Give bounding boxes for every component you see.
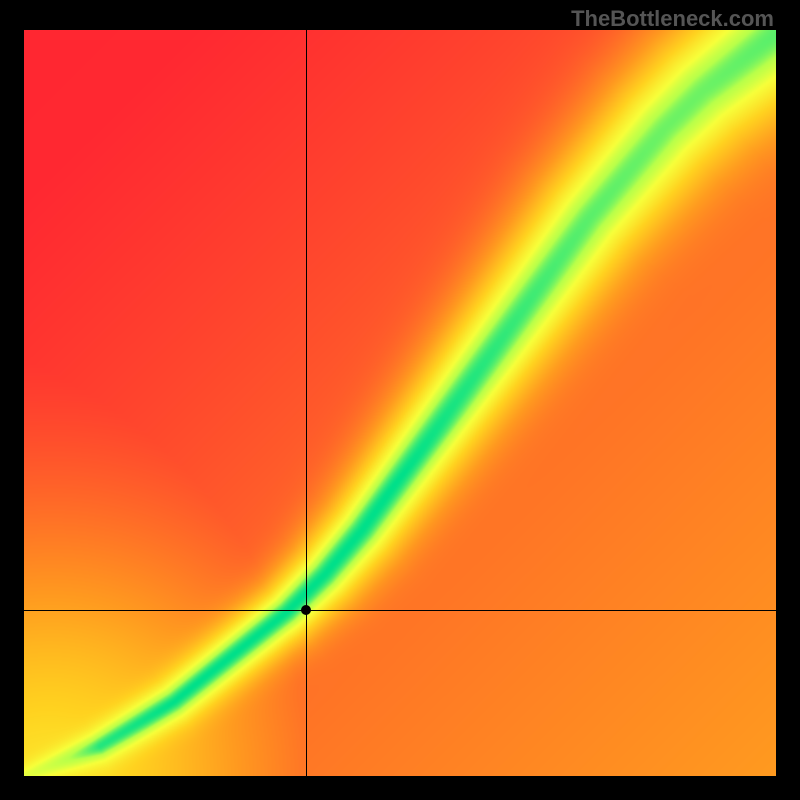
watermark-text: TheBottleneck.com bbox=[571, 6, 774, 32]
selected-point-marker bbox=[301, 605, 311, 615]
plot-frame bbox=[24, 30, 776, 776]
crosshair-horizontal bbox=[24, 610, 776, 611]
crosshair-vertical bbox=[306, 30, 307, 776]
heatmap-canvas bbox=[24, 30, 776, 776]
